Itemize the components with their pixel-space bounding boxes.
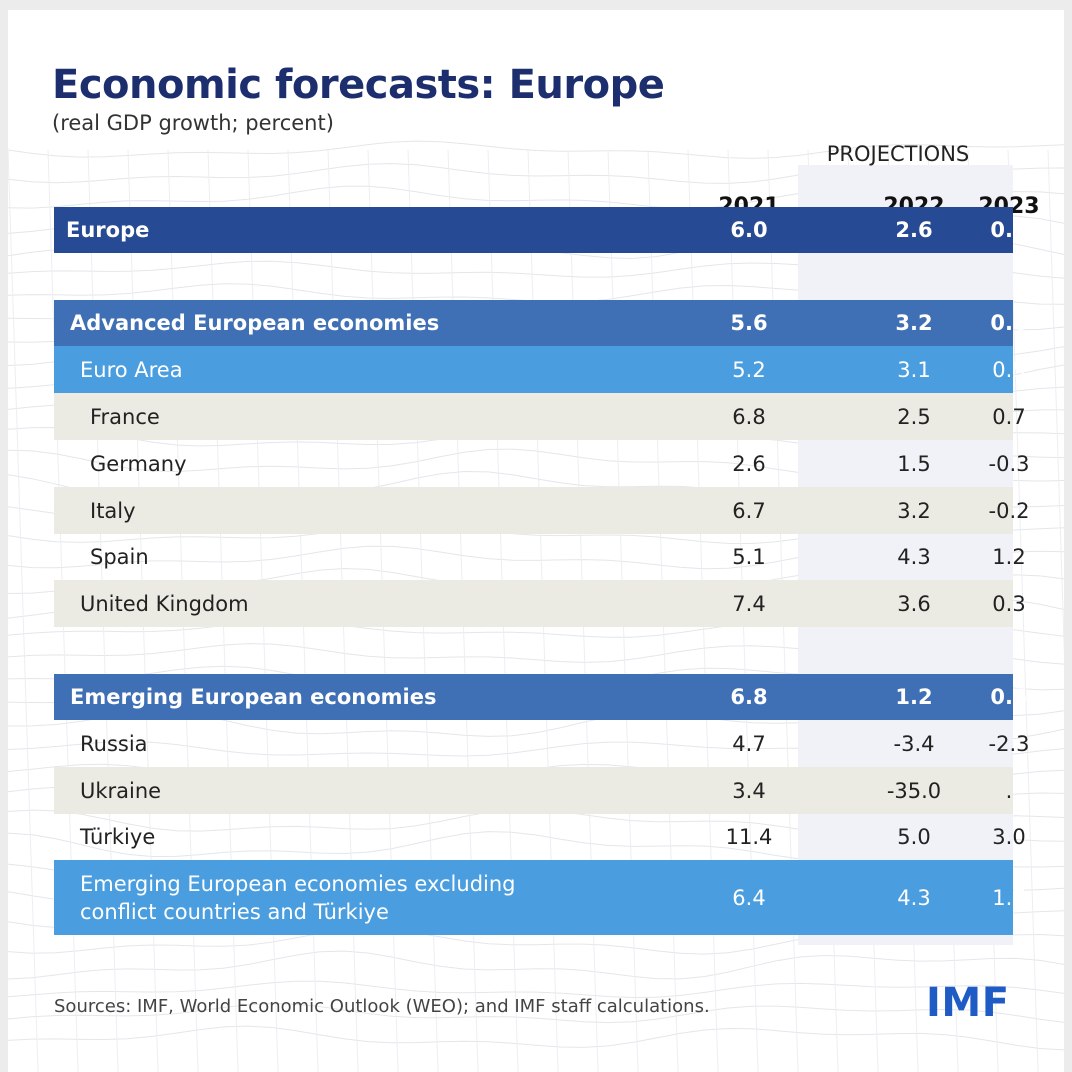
wave-line xyxy=(8,1003,1064,1024)
cell-2022: 3.6 xyxy=(897,591,931,616)
table-row: Advanced European economies 5.6 3.2 0.6 xyxy=(54,300,1028,346)
cell-2022: -3.4 xyxy=(893,731,935,756)
cell-2022: 3.1 xyxy=(897,357,931,382)
cell-2021: 3.4 xyxy=(732,778,766,803)
projections-label: PROJECTIONS xyxy=(826,142,970,166)
cell-2021: 5.2 xyxy=(732,357,766,382)
row-label: Euro Area xyxy=(80,357,183,382)
wave-line xyxy=(8,140,1064,159)
row-label: Advanced European economies xyxy=(70,311,440,335)
cell-2021: 2.6 xyxy=(732,451,766,476)
cell-2022: 3.2 xyxy=(897,498,931,523)
cell-2022: 4.3 xyxy=(897,545,931,569)
cell-2021: 11.4 xyxy=(725,825,773,849)
table-row: United Kingdom 7.4 3.6 0.3 xyxy=(54,580,1026,627)
cell-2023: 0.3 xyxy=(992,591,1026,616)
table-row: Russia 4.7 -3.4 -2.3 xyxy=(54,720,1029,767)
chart-card: Economic forecasts: Europe (real GDP gro… xyxy=(8,10,1064,1072)
projections-column-shade xyxy=(798,165,1013,945)
row-label: Ukraine xyxy=(80,778,162,803)
row-label: Türkiye xyxy=(80,825,156,849)
cell-2023: 0.7 xyxy=(992,404,1026,429)
row-label: Germany xyxy=(90,451,187,476)
cell-2021: 6.0 xyxy=(730,218,768,242)
cell-2022: 5.0 xyxy=(897,825,931,849)
table-row: France 6.8 2.5 0.7 xyxy=(54,393,1026,440)
cell-2022: 1.2 xyxy=(895,685,933,709)
cell-2021: 6.4 xyxy=(732,885,766,910)
cell-2023: 0.5 xyxy=(990,685,1028,709)
table-row: Ukraine 3.4 -35.0. xyxy=(54,767,1013,814)
cell-2023: -0.3 xyxy=(988,451,1030,476)
table-row: Spain 5.1 4.3 1.2 xyxy=(54,534,1026,580)
cell-2021: 6.8 xyxy=(732,404,766,429)
row-label-line: Emerging European economies excluding xyxy=(80,871,516,896)
cell-2023: -0.2 xyxy=(988,498,1030,523)
cell-2022: 3.2 xyxy=(895,311,933,335)
row-label: Europe xyxy=(66,218,150,242)
table-row: Europe 6.0 2.6 0.6 xyxy=(54,207,1028,253)
cell-2023: 3.0 xyxy=(992,825,1026,849)
cell-2023: . xyxy=(1005,778,1013,803)
row-label: Emerging European economies excluding con… xyxy=(80,870,516,926)
cell-2022: -35.0 xyxy=(886,778,942,803)
table-row: Germany 2.6 1.5 -0.3 xyxy=(54,440,1029,487)
cell-2022: 2.6 xyxy=(895,218,933,242)
wave-line xyxy=(8,1025,1064,1051)
cell-2023: 1.7 xyxy=(992,885,1026,910)
wave-line xyxy=(8,149,39,1072)
chart-subtitle: (real GDP growth; percent) xyxy=(52,111,334,135)
wave-line xyxy=(1047,149,1064,658)
cell-2022: 1.5 xyxy=(897,451,931,476)
row-label-line: conflict countries and Türkiye xyxy=(80,899,389,924)
wave-line xyxy=(8,950,1064,980)
cell-2023: 1.2 xyxy=(992,545,1026,569)
cell-2021: 6.8 xyxy=(730,685,768,709)
cell-2023: 0.5 xyxy=(992,357,1026,382)
row-label: Spain xyxy=(90,545,149,569)
chart-title: Economic forecasts: Europe xyxy=(52,62,665,108)
table-row: Emerging European economies excluding con… xyxy=(54,860,1026,935)
cell-2022: 2.5 xyxy=(897,404,931,429)
cell-2021: 5.1 xyxy=(732,545,766,569)
cell-2023: 0.6 xyxy=(990,218,1028,242)
row-label: Russia xyxy=(80,731,148,756)
cell-2022: 4.3 xyxy=(897,885,931,910)
source-note: Sources: IMF, World Economic Outlook (WE… xyxy=(54,996,710,1017)
row-label: Emerging European economies xyxy=(70,685,437,709)
table-row: Euro Area 5.2 3.1 0.5 xyxy=(54,346,1026,393)
imf-logo: IMF xyxy=(926,980,1010,1026)
row-label: United Kingdom xyxy=(80,591,249,616)
cell-2023: -2.3 xyxy=(988,731,1030,756)
cell-2021: 5.6 xyxy=(730,311,768,335)
row-label: France xyxy=(90,404,160,429)
cell-2021: 6.7 xyxy=(732,498,766,523)
cell-2023: 0.6 xyxy=(990,311,1028,335)
table-row: Türkiye 11.4 5.0 3.0 xyxy=(54,814,1026,860)
wave-line xyxy=(1007,149,1039,1072)
wave-line xyxy=(8,980,1064,999)
table-row: Italy 6.7 3.2 -0.2 xyxy=(54,487,1029,534)
row-label: Italy xyxy=(90,498,136,523)
cell-2021: 7.4 xyxy=(732,591,766,616)
table-row: Emerging European economies 6.8 1.2 0.5 xyxy=(54,674,1028,720)
cell-2021: 4.7 xyxy=(732,731,766,756)
